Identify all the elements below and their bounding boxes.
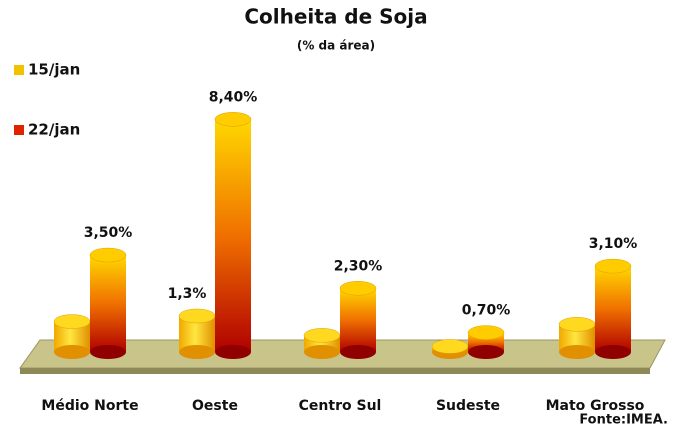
bar (467, 325, 505, 359)
x-tick-label: Sudeste (436, 398, 500, 414)
bar-bottom (595, 345, 631, 359)
legend-label: 22/jan (28, 121, 80, 139)
bar (53, 314, 91, 359)
bar-top (431, 339, 469, 354)
legend-swatch (14, 125, 24, 135)
bar-top (339, 281, 377, 296)
chart-subtitle: (% da área) (297, 39, 375, 53)
bar (214, 112, 252, 359)
floor-edge (20, 368, 650, 374)
value-label: 2,30% (334, 258, 383, 274)
value-label: 1,3% (168, 286, 207, 302)
bar-bottom (340, 345, 376, 359)
x-tick-label: Mato Grosso (546, 398, 645, 414)
bar-body (340, 288, 376, 352)
bar (594, 258, 632, 359)
bar-bottom (304, 345, 340, 359)
bar-top (594, 258, 632, 274)
x-tick-label: Oeste (192, 398, 238, 414)
chart-title: Colheita de Soja (244, 5, 427, 29)
bar-bottom (468, 345, 504, 359)
value-label: 0,70% (462, 303, 511, 319)
legend-label: 15/jan (28, 61, 80, 79)
bar-body (90, 255, 126, 352)
bar-bottom (559, 345, 595, 359)
x-tick-label: Centro Sul (299, 398, 382, 414)
bar (89, 247, 127, 359)
bar-bottom (179, 345, 215, 359)
legend-swatch (14, 65, 24, 75)
x-tick-label: Médio Norte (41, 398, 138, 414)
bar-top (558, 317, 596, 332)
bar (558, 317, 596, 359)
source-note: Fonte:IMEA. (579, 413, 668, 428)
bar-top (303, 328, 341, 343)
bar-bottom (54, 345, 90, 359)
bar-bottom (215, 345, 251, 359)
bar-top (89, 247, 127, 263)
bar-body (595, 266, 631, 352)
bar-top (467, 325, 505, 340)
bar (303, 328, 341, 359)
value-label: 8,40% (209, 89, 258, 105)
bar-bottom (90, 345, 126, 359)
value-label: 3,10% (589, 236, 638, 252)
bar (431, 339, 469, 359)
bar-top (214, 112, 252, 127)
bar (178, 308, 216, 359)
bar-top (178, 308, 216, 324)
value-label: 3,50% (84, 225, 133, 241)
bar-top (53, 314, 91, 329)
bar (339, 281, 377, 359)
bar-body (215, 119, 251, 352)
